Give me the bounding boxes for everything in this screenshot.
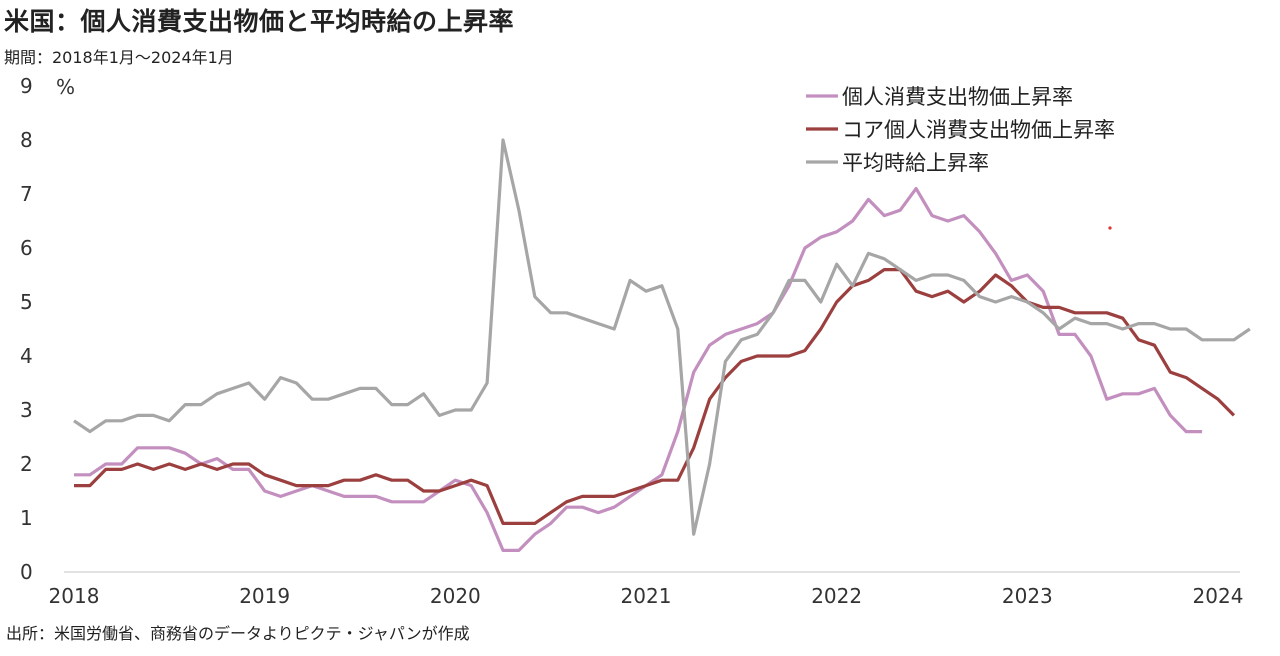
series-line-2: [73, 138, 1251, 536]
y-tick-label: 1: [20, 506, 33, 530]
source-note: 出所：米国労働省、商務省のデータよりピクテ・ジャパンが作成: [6, 624, 470, 643]
y-tick-label: 2: [20, 452, 33, 476]
stray-mark: [1108, 226, 1112, 230]
y-tick-label: 3: [20, 398, 33, 422]
y-tick-label: 6: [20, 236, 33, 260]
x-tick-label: 2023: [1002, 584, 1053, 608]
x-axis-ticks: 2018 2019 2020 2021 2022 2023 2024: [49, 584, 1244, 608]
y-unit-label: %: [56, 75, 75, 99]
x-tick-label: 2024: [1193, 584, 1244, 608]
y-axis-ticks: 0 1 2 3 4 5 6 7 8 9: [20, 74, 33, 584]
series-lines: [73, 138, 1251, 553]
chart-subtitle: 期間：2018年1月～2024年1月: [4, 48, 234, 67]
series-line-0: [74, 187, 1203, 553]
x-tick-label: 2021: [621, 584, 672, 608]
series-line-1: [74, 268, 1236, 526]
y-tick-label: 8: [20, 128, 33, 152]
y-tick-label: 0: [20, 560, 33, 584]
y-tick-label: 7: [20, 182, 33, 206]
x-tick-label: 2019: [239, 584, 290, 608]
x-tick-label: 2018: [49, 584, 100, 608]
y-tick-label: 9: [20, 74, 33, 98]
x-tick-label: 2022: [811, 584, 862, 608]
legend-label-2: 平均時給上昇率: [842, 151, 989, 175]
y-tick-label: 4: [20, 344, 33, 368]
y-tick-label: 5: [20, 290, 33, 314]
legend-label-1: コア個人消費支出物価上昇率: [842, 118, 1115, 142]
legend-label-0: 個人消費支出物価上昇率: [842, 85, 1073, 109]
chart-title: 米国：個人消費支出物価と平均時給の上昇率: [4, 7, 515, 36]
x-tick-label: 2020: [430, 584, 481, 608]
